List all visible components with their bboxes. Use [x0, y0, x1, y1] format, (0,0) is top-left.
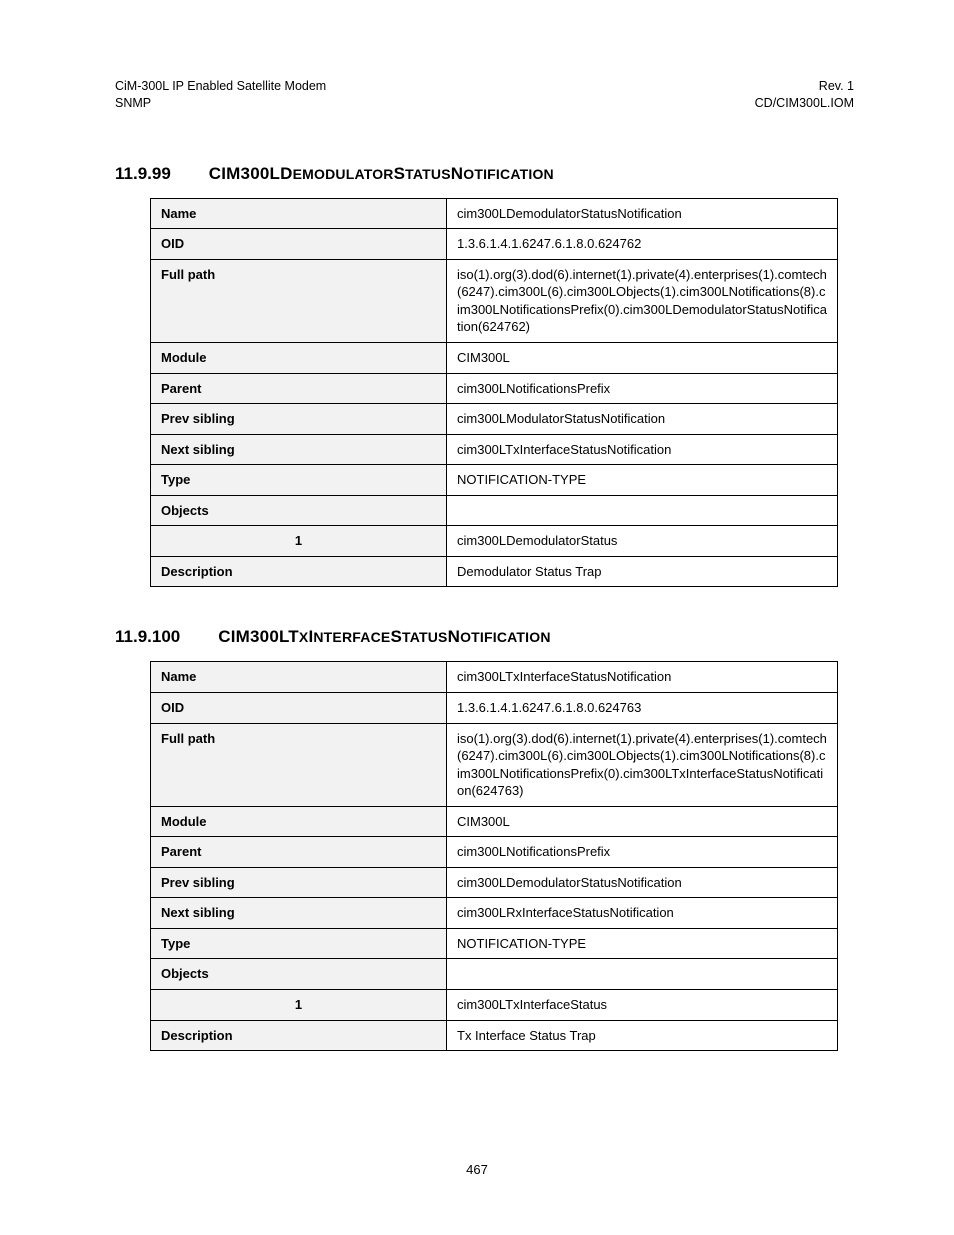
section-heading: 11.9.100 CIM300LTXINTERFACESTATUSNOTIFICA…: [115, 627, 854, 647]
row-value: cim300LTxInterfaceStatusNotification: [447, 662, 838, 693]
row-value: Tx Interface Status Trap: [447, 1020, 838, 1051]
row-value: NOTIFICATION-TYPE: [447, 928, 838, 959]
row-label: Type: [151, 928, 447, 959]
row-label: Full path: [151, 259, 447, 342]
row-label: Objects: [151, 959, 447, 990]
table-row: 1cim300LTxInterfaceStatus: [151, 989, 838, 1020]
spec-table: Namecim300LTxInterfaceStatusNotification…: [150, 661, 838, 1051]
row-label: Name: [151, 198, 447, 229]
row-label: 1: [151, 989, 447, 1020]
header-right: Rev. 1 CD/CIM300L.IOM: [755, 78, 854, 112]
row-value: iso(1).org(3).dod(6).internet(1).private…: [447, 723, 838, 806]
row-label: Module: [151, 806, 447, 837]
table-row: Namecim300LDemodulatorStatusNotification: [151, 198, 838, 229]
row-label: Prev sibling: [151, 867, 447, 898]
page-number: 467: [466, 1162, 488, 1177]
row-value: cim300LRxInterfaceStatusNotification: [447, 898, 838, 929]
section: 11.9.99 CIM300LDEMODULATORSTATUSNOTIFICAT…: [115, 164, 854, 588]
table-row: Full pathiso(1).org(3).dod(6).internet(1…: [151, 259, 838, 342]
section: 11.9.100 CIM300LTXINTERFACESTATUSNOTIFICA…: [115, 627, 854, 1051]
table-row: Parentcim300LNotificationsPrefix: [151, 373, 838, 404]
row-value: cim300LTxInterfaceStatusNotification: [447, 434, 838, 465]
section-title: CIM300LTXINTERFACESTATUSNOTIFICATION: [218, 627, 550, 647]
row-value: cim300LDemodulatorStatusNotification: [447, 198, 838, 229]
row-label: 1: [151, 526, 447, 557]
table-row: Prev siblingcim300LModulatorStatusNotifi…: [151, 404, 838, 435]
row-value: iso(1).org(3).dod(6).internet(1).private…: [447, 259, 838, 342]
row-label: OID: [151, 229, 447, 260]
header-docid: CD/CIM300L.IOM: [755, 95, 854, 112]
row-label: Full path: [151, 723, 447, 806]
row-label: Objects: [151, 495, 447, 526]
row-label: Description: [151, 1020, 447, 1051]
row-label: Name: [151, 662, 447, 693]
table-row: ModuleCIM300L: [151, 343, 838, 374]
table-row: Namecim300LTxInterfaceStatusNotification: [151, 662, 838, 693]
header-title: CiM-300L IP Enabled Satellite Modem: [115, 78, 326, 95]
row-value: [447, 959, 838, 990]
table-row: ModuleCIM300L: [151, 806, 838, 837]
row-value: Demodulator Status Trap: [447, 556, 838, 587]
table-row: TypeNOTIFICATION-TYPE: [151, 465, 838, 496]
table-row: Objects: [151, 495, 838, 526]
table-row: Full pathiso(1).org(3).dod(6).internet(1…: [151, 723, 838, 806]
section-number: 11.9.99: [115, 164, 171, 184]
row-label: Next sibling: [151, 434, 447, 465]
table-row: Objects: [151, 959, 838, 990]
row-value: 1.3.6.1.4.1.6247.6.1.8.0.624763: [447, 692, 838, 723]
page-header: CiM-300L IP Enabled Satellite Modem SNMP…: [115, 78, 854, 112]
header-rev: Rev. 1: [755, 78, 854, 95]
row-value: cim300LNotificationsPrefix: [447, 373, 838, 404]
spec-table: Namecim300LDemodulatorStatusNotification…: [150, 198, 838, 588]
table-row: Prev siblingcim300LDemodulatorStatusNoti…: [151, 867, 838, 898]
table-row: OID1.3.6.1.4.1.6247.6.1.8.0.624763: [151, 692, 838, 723]
row-label: Type: [151, 465, 447, 496]
row-label: Parent: [151, 373, 447, 404]
row-value: NOTIFICATION-TYPE: [447, 465, 838, 496]
table-row: OID1.3.6.1.4.1.6247.6.1.8.0.624762: [151, 229, 838, 260]
table-row: 1cim300LDemodulatorStatus: [151, 526, 838, 557]
header-left: CiM-300L IP Enabled Satellite Modem SNMP: [115, 78, 326, 112]
row-value: cim300LModulatorStatusNotification: [447, 404, 838, 435]
table-row: DescriptionTx Interface Status Trap: [151, 1020, 838, 1051]
row-value: CIM300L: [447, 343, 838, 374]
section-number: 11.9.100: [115, 627, 180, 647]
header-subtitle: SNMP: [115, 95, 326, 112]
row-value: cim300LTxInterfaceStatus: [447, 989, 838, 1020]
row-label: OID: [151, 692, 447, 723]
row-label: Parent: [151, 837, 447, 868]
table-row: DescriptionDemodulator Status Trap: [151, 556, 838, 587]
row-value: [447, 495, 838, 526]
row-label: Description: [151, 556, 447, 587]
section-heading: 11.9.99 CIM300LDEMODULATORSTATUSNOTIFICAT…: [115, 164, 854, 184]
row-value: cim300LDemodulatorStatusNotification: [447, 867, 838, 898]
row-label: Prev sibling: [151, 404, 447, 435]
row-value: 1.3.6.1.4.1.6247.6.1.8.0.624762: [447, 229, 838, 260]
page-footer: 467: [0, 1162, 954, 1177]
table-row: Next siblingcim300LRxInterfaceStatusNoti…: [151, 898, 838, 929]
table-row: Parentcim300LNotificationsPrefix: [151, 837, 838, 868]
row-value: cim300LDemodulatorStatus: [447, 526, 838, 557]
section-title: CIM300LDEMODULATORSTATUSNOTIFICATION: [209, 164, 554, 184]
page-content: CiM-300L IP Enabled Satellite Modem SNMP…: [0, 0, 954, 1051]
row-value: cim300LNotificationsPrefix: [447, 837, 838, 868]
table-row: Next siblingcim300LTxInterfaceStatusNoti…: [151, 434, 838, 465]
row-value: CIM300L: [447, 806, 838, 837]
table-row: TypeNOTIFICATION-TYPE: [151, 928, 838, 959]
row-label: Next sibling: [151, 898, 447, 929]
row-label: Module: [151, 343, 447, 374]
